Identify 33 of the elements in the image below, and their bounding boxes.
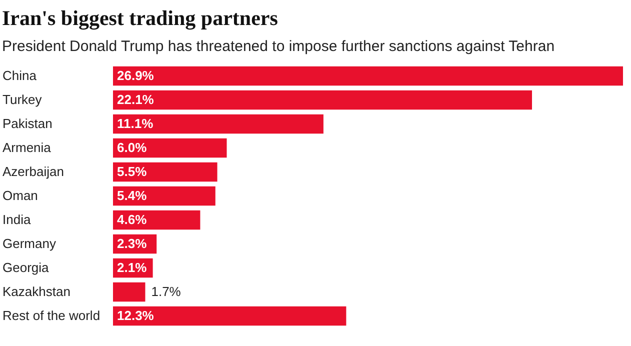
data-label: 12.3% — [117, 308, 154, 323]
chart-subtitle: President Donald Trump has threatened to impose further sanctions against Tehran — [2, 38, 555, 55]
chart-title: Iran's biggest trading partners — [2, 6, 278, 30]
y-tick-label: Turkey — [2, 92, 42, 107]
data-label: 5.5% — [117, 164, 148, 179]
y-tick-label: Azerbaijan — [2, 164, 64, 179]
y-tick-label: India — [2, 212, 32, 227]
y-tick-label: Oman — [2, 188, 38, 203]
data-label: 4.6% — [117, 212, 148, 227]
y-tick-label: Germany — [2, 236, 56, 251]
y-tick-label: Georgia — [2, 260, 50, 275]
y-tick-label: Armenia — [2, 140, 52, 155]
data-label: 6.0% — [117, 140, 148, 155]
y-tick-label: Rest of the world — [2, 308, 100, 323]
bar — [113, 186, 216, 206]
bar — [113, 66, 623, 86]
bar — [113, 162, 218, 182]
bar — [113, 282, 146, 302]
data-label: 11.1% — [117, 116, 154, 131]
bar — [113, 90, 532, 110]
bar — [113, 306, 346, 326]
data-label: 2.3% — [117, 236, 148, 251]
data-label: 22.1% — [117, 92, 154, 107]
y-tick-label: China — [2, 68, 38, 83]
data-label: 26.9% — [117, 68, 154, 83]
y-tick-label: Pakistan — [2, 116, 52, 131]
bar — [113, 114, 324, 134]
bar — [113, 210, 200, 230]
bar — [113, 138, 227, 158]
data-label: 5.4% — [117, 188, 148, 203]
y-tick-label: Kazakhstan — [2, 284, 70, 299]
data-label: 2.1% — [117, 260, 148, 275]
data-label: 1.7% — [151, 284, 182, 299]
